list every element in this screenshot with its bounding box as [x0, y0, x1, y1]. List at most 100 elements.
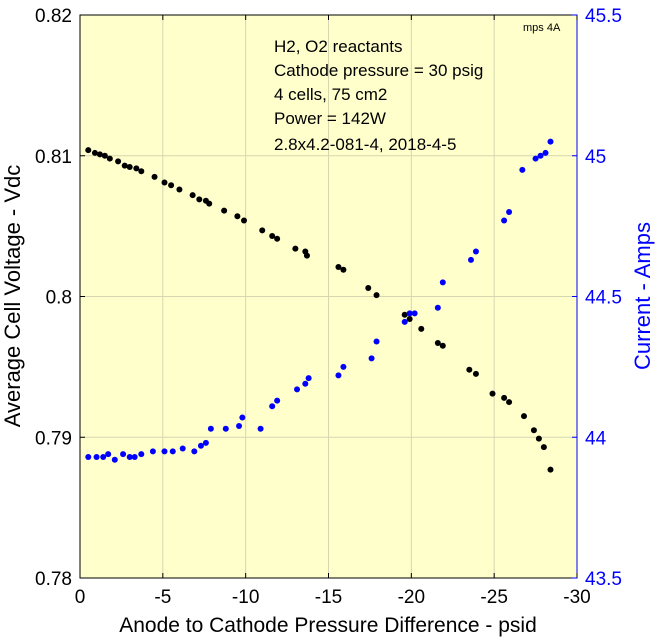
right-tick-label: 43.5: [585, 569, 622, 590]
voltage-point: [196, 196, 203, 203]
current-point: [105, 451, 112, 458]
voltage-point: [234, 213, 241, 220]
current-point: [100, 453, 107, 460]
voltage-point: [501, 394, 508, 401]
voltage-point: [115, 158, 122, 165]
voltage-point: [168, 182, 175, 189]
current-point: [439, 279, 446, 286]
current-point: [406, 310, 413, 317]
voltage-point: [274, 235, 281, 242]
x-tick-label: -30: [563, 587, 590, 608]
right-tick-label: 45: [585, 147, 606, 168]
current-point: [197, 442, 204, 449]
voltage-point: [401, 311, 408, 318]
voltage-point: [489, 390, 496, 397]
current-point: [305, 375, 312, 382]
voltage-point: [547, 466, 554, 473]
x-tick-label: -25: [480, 587, 507, 608]
current-point: [434, 304, 441, 311]
right-tick-label: 44: [585, 428, 607, 449]
current-series: [85, 138, 554, 463]
current-point: [401, 318, 408, 325]
voltage-point: [189, 192, 196, 199]
current-point: [257, 425, 264, 432]
chart-tag: mps 4A: [523, 22, 561, 34]
x-axis-label: Anode to Cathode Pressure Difference - p…: [119, 614, 537, 637]
voltage-point: [121, 162, 128, 169]
right-axis-label: Current - Amps: [630, 222, 655, 370]
current-point: [519, 166, 526, 173]
current-point: [411, 310, 418, 317]
right-tick-label: 45.5: [585, 6, 622, 27]
voltage-point: [221, 207, 228, 214]
current-point: [340, 363, 347, 370]
current-point: [236, 422, 243, 429]
voltage-point: [161, 179, 168, 186]
current-point: [207, 425, 214, 432]
annotation-line-3: 4 cells, 75 cm2: [274, 85, 387, 104]
current-point: [302, 380, 309, 387]
annotation-line-1: H2, O2 reactants: [274, 37, 403, 56]
x-tick-label: 0: [75, 587, 86, 608]
current-point: [542, 149, 549, 156]
current-point: [373, 338, 380, 345]
voltage-point: [520, 413, 527, 420]
current-point: [506, 209, 513, 216]
left-axis-ticks: 0.78 0.79 0.8 0.81 0.82: [35, 6, 85, 590]
current-point: [467, 256, 474, 263]
current-point: [149, 448, 156, 455]
right-tick-label: 44.5: [585, 288, 622, 309]
voltage-point: [434, 339, 441, 346]
left-tick-label: 0.78: [35, 569, 72, 590]
current-point: [501, 217, 508, 224]
voltage-point: [269, 232, 276, 239]
current-point: [472, 248, 479, 255]
current-point: [239, 414, 246, 421]
voltage-point: [506, 399, 513, 406]
current-point: [335, 372, 342, 379]
current-point: [111, 456, 118, 463]
voltage-point: [126, 164, 133, 171]
voltage-point: [472, 370, 479, 377]
voltage-point: [466, 366, 473, 373]
current-point: [161, 448, 168, 455]
current-point: [532, 155, 539, 162]
voltage-point: [138, 168, 145, 175]
voltage-point: [176, 186, 183, 193]
voltage-point: [292, 245, 299, 252]
current-point: [537, 152, 544, 159]
current-point: [191, 448, 198, 455]
current-point: [93, 453, 100, 460]
annotation-line-5: 2.8x4.2-081-4, 2018-4-5: [274, 135, 456, 154]
voltage-point: [151, 173, 158, 180]
voltage-point: [91, 149, 98, 156]
current-point: [169, 448, 176, 455]
current-point: [274, 397, 281, 404]
current-point: [131, 453, 138, 460]
current-point: [138, 451, 145, 458]
current-point: [547, 138, 554, 145]
voltage-point: [206, 200, 213, 207]
left-tick-label: 0.81: [35, 147, 72, 168]
voltage-point: [365, 285, 372, 292]
voltage-point: [101, 152, 108, 159]
voltage-point: [535, 435, 542, 442]
current-point: [269, 403, 276, 410]
voltage-point: [418, 325, 425, 332]
voltage-point: [439, 342, 446, 349]
left-axis-label: Average Cell Voltage - Vdc: [0, 165, 25, 428]
voltage-point: [335, 263, 342, 270]
x-tick-label: -20: [398, 587, 425, 608]
left-tick-label: 0.79: [35, 428, 72, 449]
current-point: [179, 445, 186, 452]
left-tick-label: 0.8: [46, 288, 72, 309]
voltage-point: [373, 292, 380, 299]
x-tick-label: -15: [315, 587, 342, 608]
voltage-series: [85, 147, 554, 473]
voltage-point: [241, 217, 248, 224]
current-point: [202, 439, 209, 446]
voltage-point: [259, 227, 266, 234]
annotation-line-2: Cathode pressure = 30 psig: [274, 61, 483, 80]
voltage-point: [85, 147, 92, 154]
